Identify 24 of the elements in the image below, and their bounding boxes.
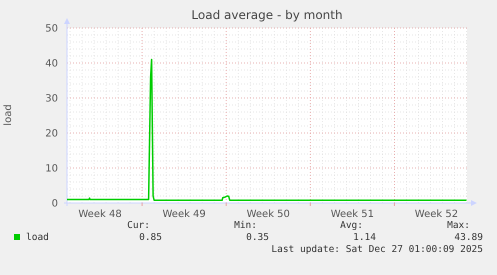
text: 43.89 bbox=[454, 232, 484, 243]
x-tick-label: Week 52 bbox=[414, 209, 458, 220]
chart-title: Load average - by month bbox=[191, 8, 343, 22]
text: Last update: Sat Dec 27 01:00:09 2025 bbox=[271, 244, 483, 255]
text: Min: bbox=[234, 220, 257, 231]
text: Cur: bbox=[127, 220, 150, 231]
x-tick-label: Week 48 bbox=[78, 209, 122, 220]
line-series bbox=[66, 58, 468, 201]
text: Avg: bbox=[340, 220, 363, 231]
text: 1.14 bbox=[353, 232, 376, 243]
y-tick-label: 20 bbox=[45, 128, 58, 140]
y-axis-title: load bbox=[3, 104, 14, 126]
y-tick-label: 40 bbox=[45, 58, 58, 70]
x-tick-label: Week 51 bbox=[330, 209, 374, 220]
text: 0.85 bbox=[139, 232, 162, 243]
legend-label: load bbox=[26, 232, 49, 243]
text: Max: bbox=[447, 220, 470, 231]
x-tick-label: Week 49 bbox=[162, 209, 206, 220]
y-tick-label: 50 bbox=[45, 24, 58, 34]
y-tick-label: 10 bbox=[45, 164, 58, 174]
y-tick-label: 30 bbox=[45, 94, 58, 104]
x-tick-label: Week 50 bbox=[246, 209, 290, 220]
text: 0.35 bbox=[246, 232, 269, 243]
y-tick-label: 0 bbox=[52, 198, 58, 210]
